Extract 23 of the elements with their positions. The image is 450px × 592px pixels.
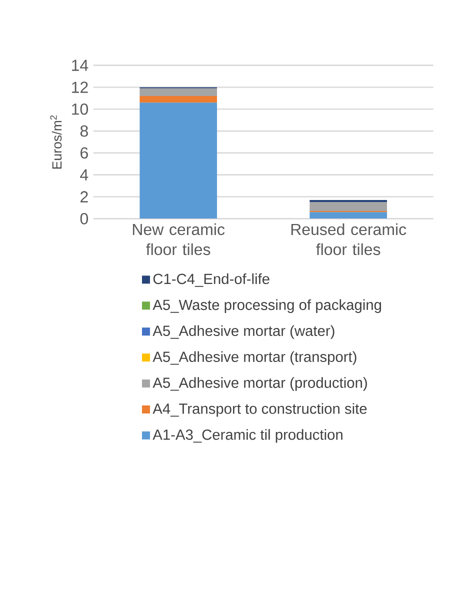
legend-label: C1-C4_End-of-life: [153, 273, 270, 287]
y-axis-title: Euros/m$^{2}$: [50, 115, 62, 169]
legend-label: A5_Waste processing of packaging: [152, 299, 382, 313]
x-tick-label: New ceramic floor tiles: [132, 223, 225, 256]
y-tick-label: 8: [80, 125, 88, 137]
y-tick-label: 4: [80, 169, 88, 180]
y-tick-label: 6: [80, 147, 88, 159]
bar: [310, 202, 387, 211]
y-tick-label: 2: [80, 191, 88, 202]
y-tick-label: 0: [80, 213, 88, 224]
legend-label: A1-A3_Ceramic til production: [152, 429, 342, 443]
legend-label: A5_Adhesive mortar (transport): [152, 351, 356, 365]
y-tick-label: 10: [72, 103, 88, 115]
legend-label: A4_Transport to construction site: [152, 403, 367, 417]
legend-label: A5_Adhesive mortar (production): [152, 377, 367, 391]
bar: [140, 88, 217, 96]
bar: [310, 212, 387, 219]
y-tick-label: 14: [72, 60, 88, 71]
bar: [140, 102, 217, 219]
y-tick-label: 12: [72, 82, 88, 93]
legend-label: A5_Adhesive mortar (water): [152, 325, 334, 339]
x-tick-label: Reused ceramic floor tiles: [291, 223, 406, 256]
bar: [140, 96, 217, 103]
